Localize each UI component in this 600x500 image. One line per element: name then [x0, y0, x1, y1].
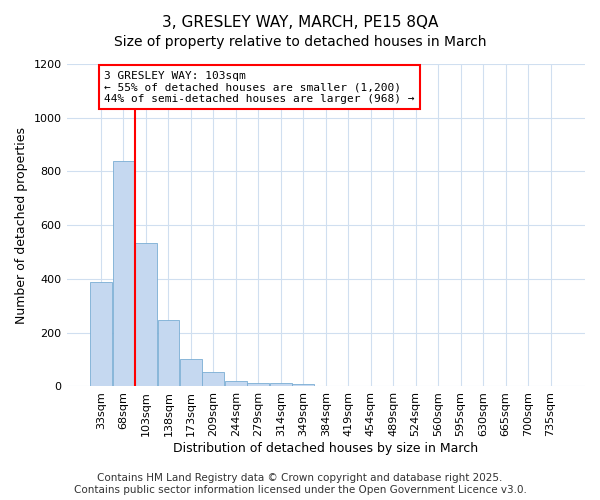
- Text: Contains HM Land Registry data © Crown copyright and database right 2025.
Contai: Contains HM Land Registry data © Crown c…: [74, 474, 526, 495]
- Bar: [158, 320, 179, 386]
- Bar: [270, 383, 292, 386]
- Text: 3, GRESLEY WAY, MARCH, PE15 8QA: 3, GRESLEY WAY, MARCH, PE15 8QA: [162, 15, 438, 30]
- Text: 3 GRESLEY WAY: 103sqm
← 55% of detached houses are smaller (1,200)
44% of semi-d: 3 GRESLEY WAY: 103sqm ← 55% of detached …: [104, 70, 415, 104]
- X-axis label: Distribution of detached houses by size in March: Distribution of detached houses by size …: [173, 442, 478, 455]
- Bar: [180, 359, 202, 386]
- Bar: [135, 242, 157, 386]
- Y-axis label: Number of detached properties: Number of detached properties: [15, 126, 28, 324]
- Bar: [113, 160, 134, 386]
- Bar: [247, 382, 269, 386]
- Bar: [90, 282, 112, 387]
- Text: Size of property relative to detached houses in March: Size of property relative to detached ho…: [114, 35, 486, 49]
- Bar: [292, 384, 314, 386]
- Bar: [202, 372, 224, 386]
- Bar: [225, 380, 247, 386]
